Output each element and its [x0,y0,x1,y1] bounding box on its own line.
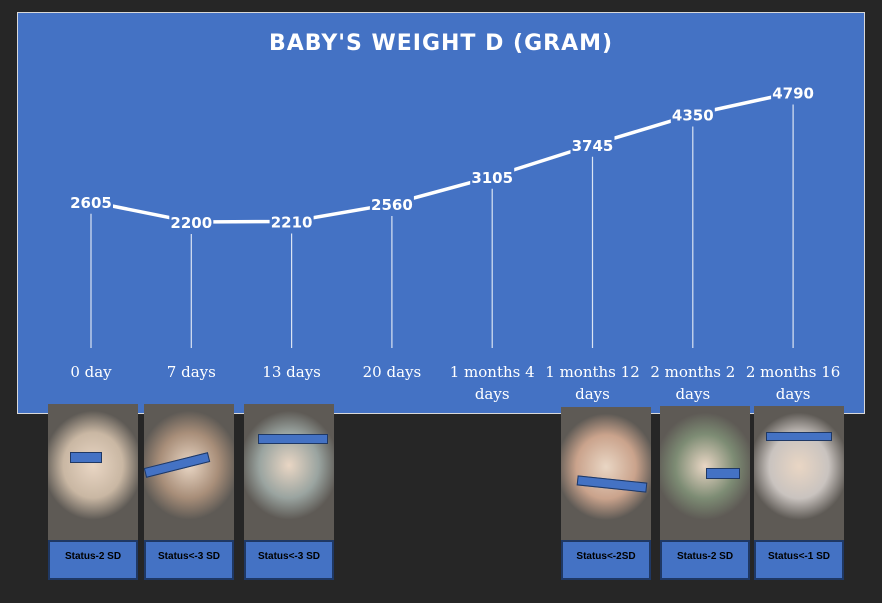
chart-title: BABY'S WEIGHT D (GRAM) [268,31,614,56]
eye-mask-bar [144,452,211,478]
baby-photo-3 [244,404,334,540]
eye-mask-bar [258,434,328,444]
eye-mask-bar [706,468,740,479]
x-tick-label-1: 7 days [167,363,216,381]
eye-mask-bar [766,432,832,441]
baby-photo-6 [754,406,844,540]
eye-mask-bar [70,452,102,463]
x-tick-label-2: 13 days [262,363,321,381]
data-label-bg-1 [169,212,214,232]
eye-mask-bar [576,475,648,493]
x-tick-label-5: 1 months 12 days [545,363,639,403]
data-label-4: 3105 [471,169,513,187]
data-label-bg-0 [69,191,113,212]
data-label-bg-7 [771,82,816,103]
status-label-1: Status-2 SD [48,540,138,580]
x-tick-label-7: 2 months 16 days [746,363,840,403]
data-label-bg-5 [570,134,615,155]
data-label-2: 2210 [271,214,313,232]
data-label-5: 3745 [572,137,614,155]
x-tick-label-0: 0 day [70,363,112,381]
data-label-7: 4790 [772,85,814,103]
data-label-0: 2605 [70,194,112,212]
x-tick-label-4: 1 months 4 days [450,363,535,403]
x-tick-label-3: 20 days [363,363,422,381]
status-label-5: Status-2 SD [660,540,750,580]
baby-photo-5 [660,406,750,540]
chart-plot: 2605 2200 2210 2560 3105 3745 4350 4790 0 day 7 d… [69,82,840,403]
data-label-3: 2560 [371,196,413,214]
chart-panel: BABY'S WEIGHT D (GRAM) 2605 2200 2210 2560 3… [17,12,865,414]
data-label-1: 2200 [170,214,212,232]
status-label-6: Status<-1 SD [754,540,844,580]
data-label-bg-2 [269,211,314,232]
status-label-2: Status<-3 SD [144,540,234,580]
data-label-bg-4 [470,166,515,187]
x-tick-label-6: 2 months 2 days [650,363,735,403]
data-label-bg-6 [670,104,715,125]
status-label-3: Status<-3 SD [244,540,334,580]
baby-photo-4 [561,407,651,540]
status-label-4: Status<-2SD [561,540,651,580]
baby-photo-2 [144,404,234,540]
baby-photo-1 [48,404,138,540]
data-label-6: 4350 [672,107,714,125]
data-label-bg-3 [369,194,414,214]
